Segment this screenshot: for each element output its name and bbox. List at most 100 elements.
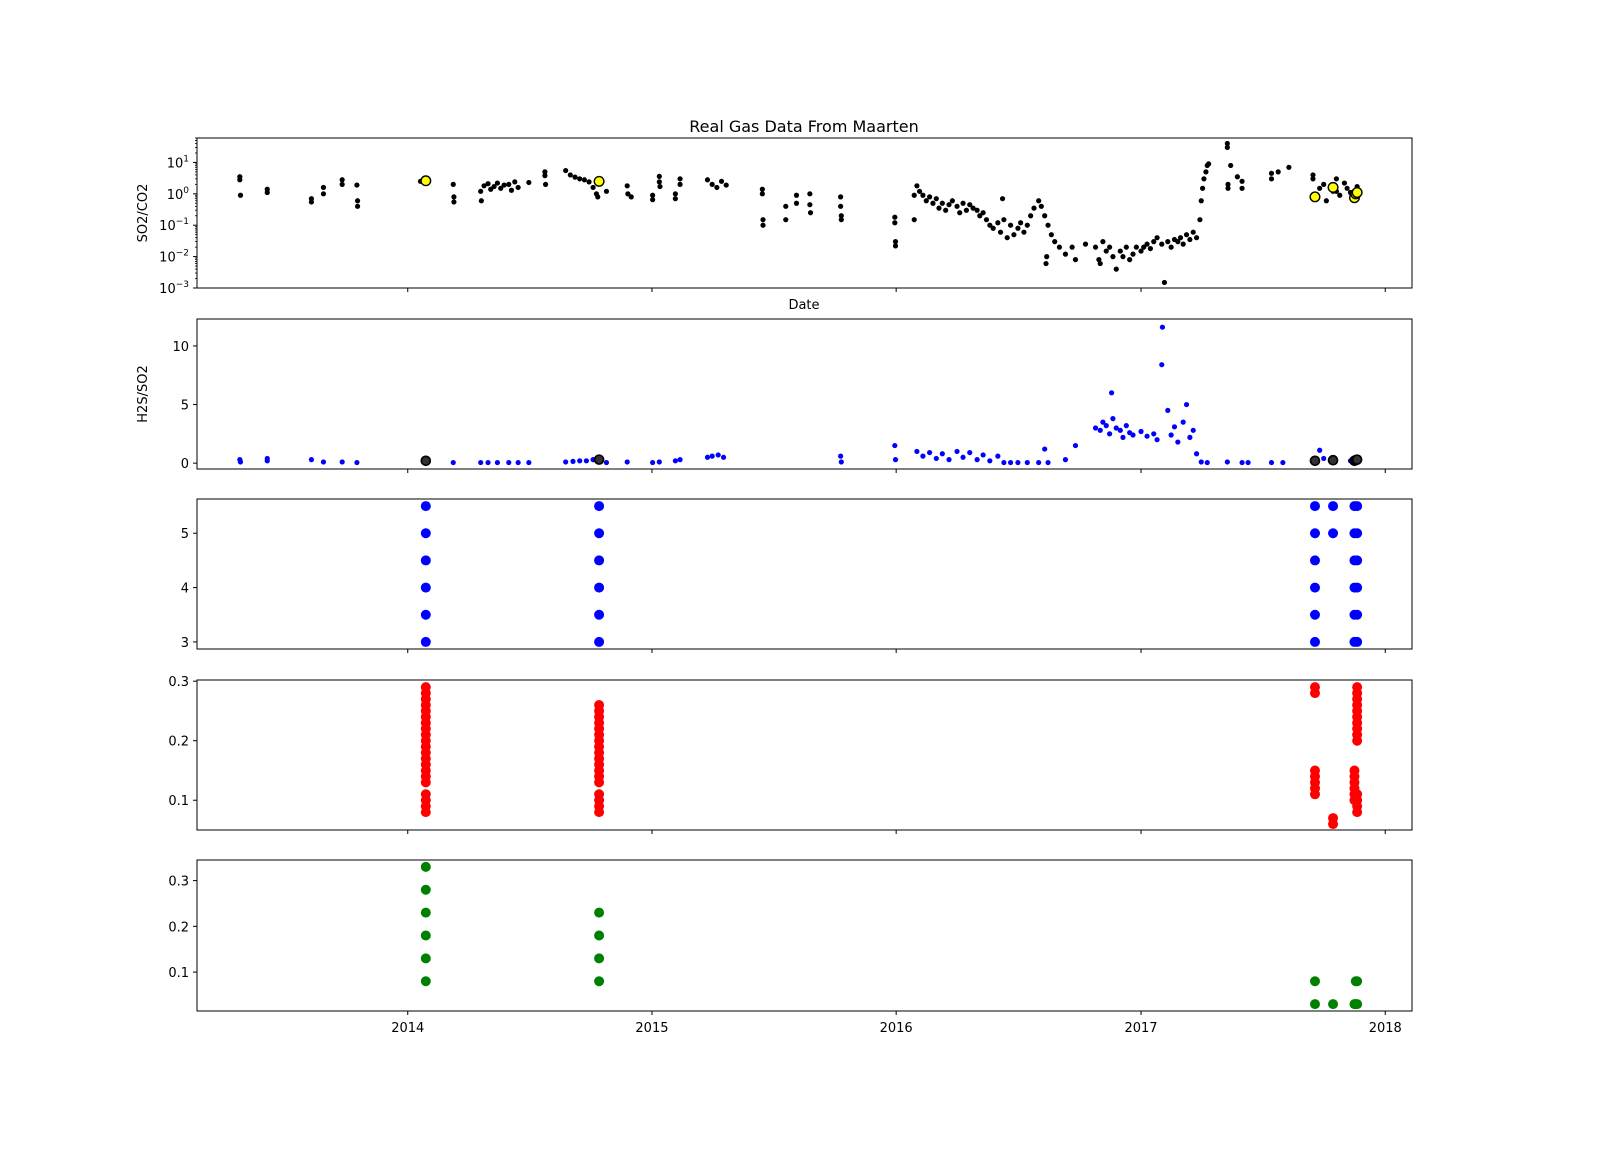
data-point: [478, 198, 484, 204]
data-point: [594, 501, 605, 512]
data-point: [990, 225, 996, 231]
data-point: [939, 451, 945, 457]
data-point: [1225, 181, 1231, 187]
data-point: [650, 197, 656, 203]
data-point: [1108, 390, 1115, 396]
data-point: [1103, 248, 1109, 254]
data-point: [1239, 178, 1245, 184]
data-point: [1187, 434, 1193, 440]
data-point: [1154, 235, 1160, 241]
y-tick-label: 10−3: [159, 280, 189, 297]
data-point: [920, 192, 926, 198]
data-point: [420, 682, 431, 693]
x-tick-label: 2016: [880, 1021, 913, 1036]
data-point: [1309, 501, 1320, 512]
data-point: [1193, 451, 1200, 457]
data-point: [783, 217, 789, 223]
y-tick-label: 0.3: [168, 875, 189, 890]
axes-frame: [196, 137, 1413, 289]
data-point: [1175, 439, 1181, 445]
data-point: [1031, 205, 1037, 211]
data-point: [264, 458, 270, 464]
data-point: [760, 217, 766, 223]
data-point: [704, 454, 711, 460]
data-point: [451, 199, 457, 205]
data-point: [594, 609, 605, 620]
data-point: [1110, 254, 1116, 260]
data-point: [577, 176, 583, 182]
data-point: [420, 175, 432, 187]
data-point: [987, 222, 993, 228]
data-point: [759, 191, 765, 197]
data-point: [354, 182, 360, 188]
y-tick-label: 101: [167, 154, 189, 171]
axes-frame: [196, 859, 1413, 1012]
data-point: [892, 442, 898, 449]
data-point: [542, 173, 548, 179]
data-point: [1268, 170, 1275, 176]
data-point: [1280, 459, 1286, 466]
data-point: [485, 181, 491, 187]
data-point: [594, 582, 605, 593]
y-tick-label: 10−2: [159, 249, 189, 266]
data-point: [450, 181, 456, 187]
data-point: [1159, 324, 1166, 330]
data-point: [672, 196, 678, 202]
axes-frame: [196, 318, 1413, 470]
data-point: [1141, 244, 1147, 250]
data-point: [563, 167, 569, 174]
data-point: [760, 222, 766, 228]
data-point: [1100, 239, 1106, 245]
data-point: [237, 192, 244, 198]
data-point: [1199, 185, 1206, 191]
data-point: [339, 177, 345, 183]
data-point: [911, 217, 917, 223]
data-point: [494, 459, 501, 466]
data-point: [999, 196, 1006, 202]
data-point: [974, 207, 980, 213]
data-point: [1310, 176, 1316, 182]
points-panel-5: [420, 861, 1363, 1010]
data-point: [420, 555, 431, 566]
data-point: [1352, 501, 1363, 512]
data-point: [807, 191, 813, 197]
data-point: [526, 179, 532, 186]
data-point: [914, 448, 920, 455]
data-point: [420, 789, 431, 800]
x-tick-label: 2014: [391, 1021, 424, 1036]
data-point: [1151, 239, 1157, 245]
data-point: [1117, 427, 1123, 433]
data-point: [1082, 241, 1089, 247]
data-point: [420, 609, 431, 620]
data-point: [723, 182, 729, 188]
data-point: [720, 454, 727, 460]
data-point: [1224, 459, 1230, 465]
data-point: [594, 789, 605, 800]
data-point: [1038, 203, 1044, 209]
data-point: [1321, 181, 1327, 187]
data-point: [478, 459, 484, 466]
data-point: [963, 207, 970, 213]
data-point: [563, 459, 569, 465]
data-point: [807, 202, 813, 208]
data-point: [709, 453, 715, 459]
data-point: [1183, 401, 1190, 408]
data-point: [672, 458, 678, 464]
data-point: [308, 457, 315, 463]
data-point: [656, 459, 662, 465]
data-point: [892, 457, 899, 463]
data-point: [1036, 198, 1042, 204]
data-point: [237, 459, 244, 465]
data-point: [1015, 459, 1021, 466]
data-point: [1007, 459, 1014, 466]
data-point: [264, 189, 270, 196]
data-point: [567, 172, 573, 178]
data-point: [1309, 999, 1320, 1010]
data-point: [1201, 176, 1207, 182]
data-point: [572, 174, 578, 180]
data-point: [420, 528, 431, 539]
data-point: [1106, 244, 1113, 250]
data-point: [1225, 185, 1231, 191]
data-point: [1018, 220, 1024, 226]
